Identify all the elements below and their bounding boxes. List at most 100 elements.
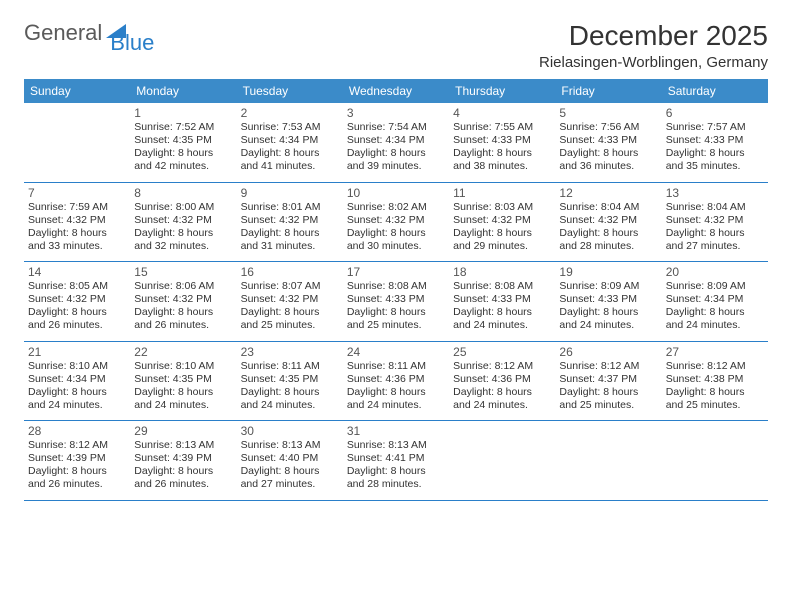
day-cell: 22Sunrise: 8:10 AMSunset: 4:35 PMDayligh… [130,342,236,421]
calendar-body: 1Sunrise: 7:52 AMSunset: 4:35 PMDaylight… [24,103,768,501]
sunrise-line: Sunrise: 7:57 AM [666,121,764,134]
day-number: 17 [347,265,445,279]
day-cell [449,421,555,500]
day-number: 15 [134,265,232,279]
day-cell: 23Sunrise: 8:11 AMSunset: 4:35 PMDayligh… [237,342,343,421]
day-cell: 2Sunrise: 7:53 AMSunset: 4:34 PMDaylight… [237,103,343,182]
daylight-line: Daylight: 8 hours and 24 minutes. [453,306,551,332]
day-cell: 29Sunrise: 8:13 AMSunset: 4:39 PMDayligh… [130,421,236,500]
day-number: 27 [666,345,764,359]
sunset-line: Sunset: 4:33 PM [453,134,551,147]
day-cell: 31Sunrise: 8:13 AMSunset: 4:41 PMDayligh… [343,421,449,500]
sunrise-line: Sunrise: 8:13 AM [134,439,232,452]
day-number: 11 [453,186,551,200]
day-number: 1 [134,106,232,120]
sunset-line: Sunset: 4:39 PM [28,452,126,465]
day-number: 31 [347,424,445,438]
daylight-line: Daylight: 8 hours and 26 minutes. [28,306,126,332]
day-number: 18 [453,265,551,279]
daylight-line: Daylight: 8 hours and 26 minutes. [28,465,126,491]
daylight-line: Daylight: 8 hours and 42 minutes. [134,147,232,173]
daylight-line: Daylight: 8 hours and 32 minutes. [134,227,232,253]
daylight-line: Daylight: 8 hours and 24 minutes. [559,306,657,332]
sunrise-line: Sunrise: 8:06 AM [134,280,232,293]
weekday-header: Friday [555,79,661,103]
day-number: 14 [28,265,126,279]
day-cell: 5Sunrise: 7:56 AMSunset: 4:33 PMDaylight… [555,103,661,182]
sunrise-line: Sunrise: 8:00 AM [134,201,232,214]
day-cell: 6Sunrise: 7:57 AMSunset: 4:33 PMDaylight… [662,103,768,182]
weekday-header: Saturday [662,79,768,103]
daylight-line: Daylight: 8 hours and 38 minutes. [453,147,551,173]
weekday-header: Thursday [449,79,555,103]
sunrise-line: Sunrise: 7:53 AM [241,121,339,134]
daylight-line: Daylight: 8 hours and 25 minutes. [666,386,764,412]
sunset-line: Sunset: 4:33 PM [666,134,764,147]
sunset-line: Sunset: 4:35 PM [241,373,339,386]
month-title: December 2025 [539,20,768,52]
daylight-line: Daylight: 8 hours and 25 minutes. [559,386,657,412]
week-row: 14Sunrise: 8:05 AMSunset: 4:32 PMDayligh… [24,262,768,342]
day-number: 9 [241,186,339,200]
day-cell: 12Sunrise: 8:04 AMSunset: 4:32 PMDayligh… [555,183,661,262]
sunrise-line: Sunrise: 8:04 AM [559,201,657,214]
sunset-line: Sunset: 4:33 PM [559,134,657,147]
day-number: 29 [134,424,232,438]
sunrise-line: Sunrise: 7:56 AM [559,121,657,134]
sunrise-line: Sunrise: 8:09 AM [559,280,657,293]
sunrise-line: Sunrise: 8:10 AM [134,360,232,373]
sunset-line: Sunset: 4:32 PM [134,214,232,227]
day-number: 24 [347,345,445,359]
day-number: 4 [453,106,551,120]
sunrise-line: Sunrise: 8:12 AM [453,360,551,373]
week-row: 28Sunrise: 8:12 AMSunset: 4:39 PMDayligh… [24,421,768,501]
day-cell: 11Sunrise: 8:03 AMSunset: 4:32 PMDayligh… [449,183,555,262]
title-block: December 2025 Rielasingen-Worblingen, Ge… [539,20,768,71]
day-cell [24,103,130,182]
sunset-line: Sunset: 4:34 PM [241,134,339,147]
sunset-line: Sunset: 4:33 PM [347,293,445,306]
daylight-line: Daylight: 8 hours and 24 minutes. [347,386,445,412]
day-cell: 21Sunrise: 8:10 AMSunset: 4:34 PMDayligh… [24,342,130,421]
day-number: 16 [241,265,339,279]
daylight-line: Daylight: 8 hours and 29 minutes. [453,227,551,253]
day-cell: 3Sunrise: 7:54 AMSunset: 4:34 PMDaylight… [343,103,449,182]
daylight-line: Daylight: 8 hours and 41 minutes. [241,147,339,173]
sunset-line: Sunset: 4:34 PM [347,134,445,147]
day-cell [555,421,661,500]
day-cell: 20Sunrise: 8:09 AMSunset: 4:34 PMDayligh… [662,262,768,341]
day-number: 3 [347,106,445,120]
day-cell: 13Sunrise: 8:04 AMSunset: 4:32 PMDayligh… [662,183,768,262]
day-cell: 16Sunrise: 8:07 AMSunset: 4:32 PMDayligh… [237,262,343,341]
day-number: 13 [666,186,764,200]
daylight-line: Daylight: 8 hours and 24 minutes. [134,386,232,412]
week-row: 7Sunrise: 7:59 AMSunset: 4:32 PMDaylight… [24,183,768,263]
sunset-line: Sunset: 4:32 PM [453,214,551,227]
daylight-line: Daylight: 8 hours and 24 minutes. [28,386,126,412]
day-cell: 18Sunrise: 8:08 AMSunset: 4:33 PMDayligh… [449,262,555,341]
sunset-line: Sunset: 4:32 PM [28,293,126,306]
day-number: 21 [28,345,126,359]
daylight-line: Daylight: 8 hours and 28 minutes. [347,465,445,491]
sunrise-line: Sunrise: 8:11 AM [347,360,445,373]
sunrise-line: Sunrise: 8:13 AM [347,439,445,452]
sunset-line: Sunset: 4:36 PM [453,373,551,386]
sunrise-line: Sunrise: 8:01 AM [241,201,339,214]
sunrise-line: Sunrise: 8:13 AM [241,439,339,452]
sunset-line: Sunset: 4:35 PM [134,373,232,386]
day-number: 20 [666,265,764,279]
sunset-line: Sunset: 4:33 PM [559,293,657,306]
daylight-line: Daylight: 8 hours and 24 minutes. [453,386,551,412]
sunset-line: Sunset: 4:32 PM [666,214,764,227]
daylight-line: Daylight: 8 hours and 35 minutes. [666,147,764,173]
location-text: Rielasingen-Worblingen, Germany [539,54,768,71]
sunset-line: Sunset: 4:32 PM [134,293,232,306]
daylight-line: Daylight: 8 hours and 31 minutes. [241,227,339,253]
sunrise-line: Sunrise: 8:05 AM [28,280,126,293]
sunrise-line: Sunrise: 8:12 AM [28,439,126,452]
daylight-line: Daylight: 8 hours and 24 minutes. [241,386,339,412]
logo: General Blue [24,20,174,46]
weekday-header: Tuesday [237,79,343,103]
day-cell: 9Sunrise: 8:01 AMSunset: 4:32 PMDaylight… [237,183,343,262]
daylight-line: Daylight: 8 hours and 27 minutes. [241,465,339,491]
